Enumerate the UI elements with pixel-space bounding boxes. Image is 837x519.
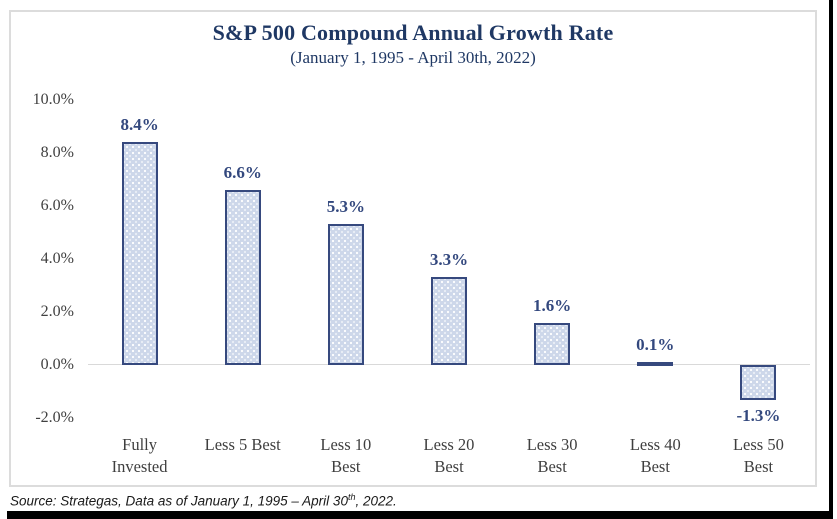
source-note: Source: Strategas, Data as of January 1,… [10,492,830,509]
chart-title: S&P 500 Compound Annual Growth Rate [212,20,614,45]
bar-6 [637,362,674,366]
chart-subtitle: (January 1, 1995 - April 30th, 2022) [290,48,536,67]
bar-2 [224,189,261,365]
bar-7 [740,365,777,400]
bar-1 [121,141,158,365]
y-tick-label: -2.0% [35,409,74,427]
value-label: 3.3% [429,250,469,270]
value-label: 6.6% [223,162,262,182]
bar-4 [431,277,467,365]
y-tick-label: 4.0% [40,249,74,267]
source-note-superscript: th [347,492,356,502]
category-label: Less 50 Best [732,435,784,476]
value-label: 1.6% [533,295,572,315]
y-tick-label: 10.0% [32,90,74,108]
bar-5 [534,322,571,365]
source-note-suffix: , 2022. [355,493,397,509]
bottom-edge-black-bar [7,511,833,519]
value-label: 0.1% [636,335,675,354]
category-label: Less 30 Best [526,435,578,476]
source-note-text: Source: Strategas, Data as of January 1,… [10,493,348,509]
category-label: Less 5 Best [204,435,281,454]
y-tick-label: 8.0% [40,143,74,161]
value-label: 5.3% [326,197,365,217]
category-label: Less 40 Best [629,435,681,476]
value-label: 8.4% [120,114,159,134]
y-tick-label: 2.0% [40,302,74,320]
category-label: Less 10 Best [320,435,372,476]
y-tick-label: 6.0% [40,196,74,214]
right-edge-black-bar [829,0,833,519]
value-label: -1.3% [736,405,781,425]
y-tick-label: 0.0% [40,356,74,373]
category-label: Fully Invested [111,435,168,476]
bar-3 [327,224,364,365]
category-label: Less 20 Best [423,435,475,476]
